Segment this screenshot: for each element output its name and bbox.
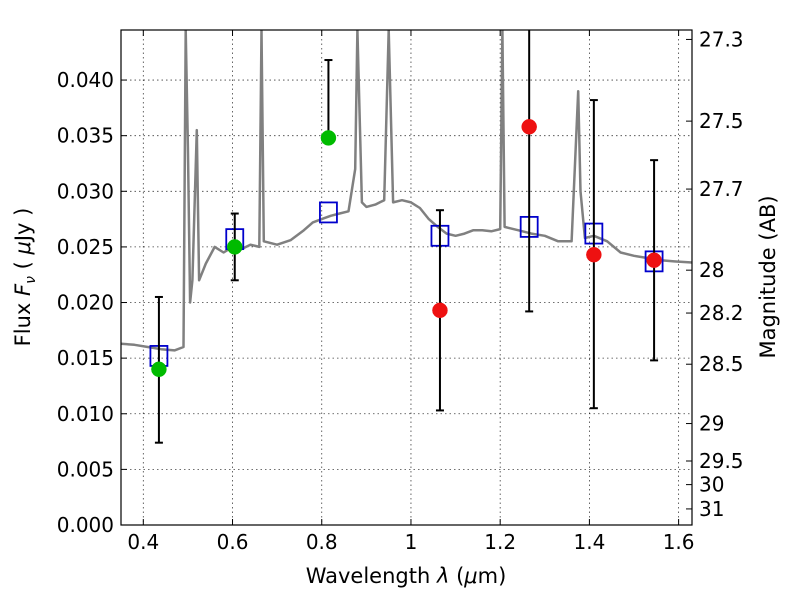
axis-ticks: 0.4 0.6 0.8 1 1.2 1.4 1.6 0.000 0.005 0.010 0.015 0… <box>57 27 744 554</box>
observed-flux-point <box>521 119 537 135</box>
y2-tick-label: 28 <box>699 258 724 282</box>
y-tick-label: 0.000 <box>57 513 114 537</box>
y2-tick-label: 27.7 <box>699 177 744 201</box>
x-tick-label: 0.6 <box>217 530 249 554</box>
y2-tick-label: 29.5 <box>699 449 744 473</box>
x-tick-label: 1.6 <box>663 530 695 554</box>
observed-flux-point <box>227 239 243 255</box>
observed-flux-point <box>432 302 448 319</box>
y-tick-label: 0.015 <box>57 346 114 370</box>
model-band-square <box>319 201 338 224</box>
y-axis-label: Flux Fν ( μJy ) <box>11 208 39 347</box>
y2-tick-label: 31 <box>699 497 724 521</box>
y-tick-label: 0.035 <box>57 124 114 148</box>
y2-tick-label: 29 <box>699 412 724 436</box>
y2-tick-label: 28.2 <box>699 301 744 325</box>
plot-area <box>120 29 693 526</box>
observed-flux-point <box>646 252 662 269</box>
x-axis-label: Wavelength λ (μm) <box>306 564 507 588</box>
observed-flux-point <box>320 130 337 146</box>
y-tick-label: 0.030 <box>57 179 114 203</box>
y-tick-label: 0.025 <box>57 235 114 259</box>
y2-axis-label: Magnitude (AB) <box>756 195 780 358</box>
grid-lines <box>121 30 692 526</box>
x-tick-label: 0.4 <box>127 530 159 554</box>
model-spectrum-line <box>121 30 692 352</box>
observed-flux-point <box>151 361 167 378</box>
observed-flux-point <box>586 246 602 263</box>
x-tick-label: 1.2 <box>484 530 516 554</box>
data-series <box>121 30 692 352</box>
y2-tick-label: 30 <box>699 473 724 497</box>
y2-tick-label: 27.5 <box>699 109 744 133</box>
y-tick-label: 0.040 <box>57 68 114 92</box>
y2-tick-label: 27.3 <box>699 27 744 51</box>
x-tick-label: 1 <box>405 530 418 554</box>
x-tick-label: 0.8 <box>306 530 338 554</box>
y-tick-label: 0.020 <box>57 291 114 315</box>
y-tick-label: 0.010 <box>57 402 114 426</box>
x-tick-label: 1.4 <box>573 530 605 554</box>
data-markers <box>149 30 664 444</box>
y2-tick-label: 28.5 <box>699 352 744 376</box>
y-tick-label: 0.005 <box>57 457 114 481</box>
